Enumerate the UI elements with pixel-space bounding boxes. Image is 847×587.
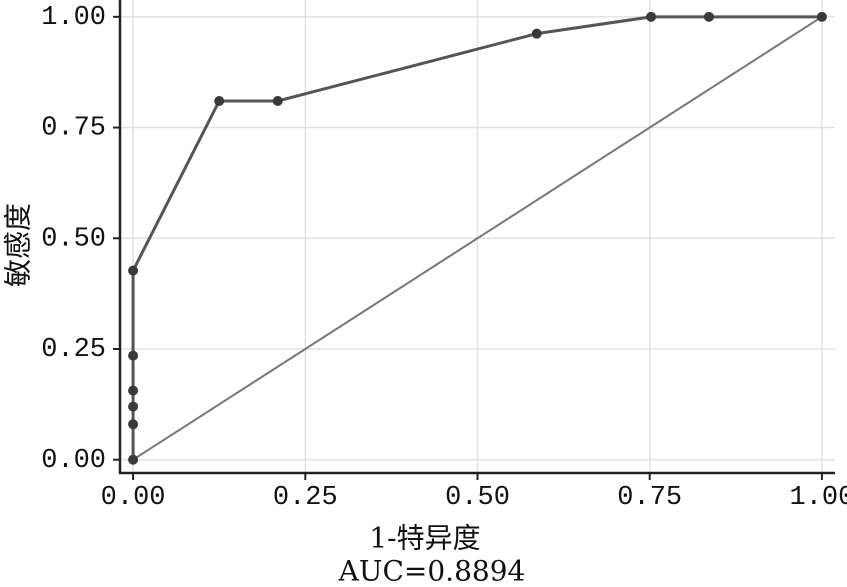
x-tick-label: 0.50 xyxy=(445,483,510,513)
y-axis-label: 敏感度 xyxy=(2,203,35,287)
roc-point xyxy=(703,11,714,22)
roc-point xyxy=(128,350,139,361)
y-tick-label: 0.25 xyxy=(41,335,106,365)
x-tick-label: 0.00 xyxy=(101,483,166,513)
y-tick-label: 1.00 xyxy=(41,3,106,33)
y-tick-label: 0.75 xyxy=(41,114,106,144)
x-axis-label: 1-特异度 xyxy=(369,522,480,555)
reference-line xyxy=(132,15,823,461)
roc-point xyxy=(128,401,139,412)
y-tick-label: 0.00 xyxy=(41,446,106,476)
roc-point xyxy=(816,11,827,22)
roc-point xyxy=(214,95,225,106)
roc-point xyxy=(128,265,139,276)
roc-point xyxy=(272,95,283,106)
roc-point xyxy=(128,385,139,396)
x-tick-label: 1.00 xyxy=(790,483,847,513)
annotation: AUC=0.8894 xyxy=(338,555,526,587)
x-tick-label: 0.75 xyxy=(617,483,682,513)
roc-point xyxy=(128,454,139,465)
roc-point xyxy=(128,419,139,430)
roc-point xyxy=(646,11,657,22)
y-tick-label: 0.50 xyxy=(41,224,106,254)
roc-point xyxy=(531,28,542,39)
x-tick-label: 0.25 xyxy=(273,483,338,513)
